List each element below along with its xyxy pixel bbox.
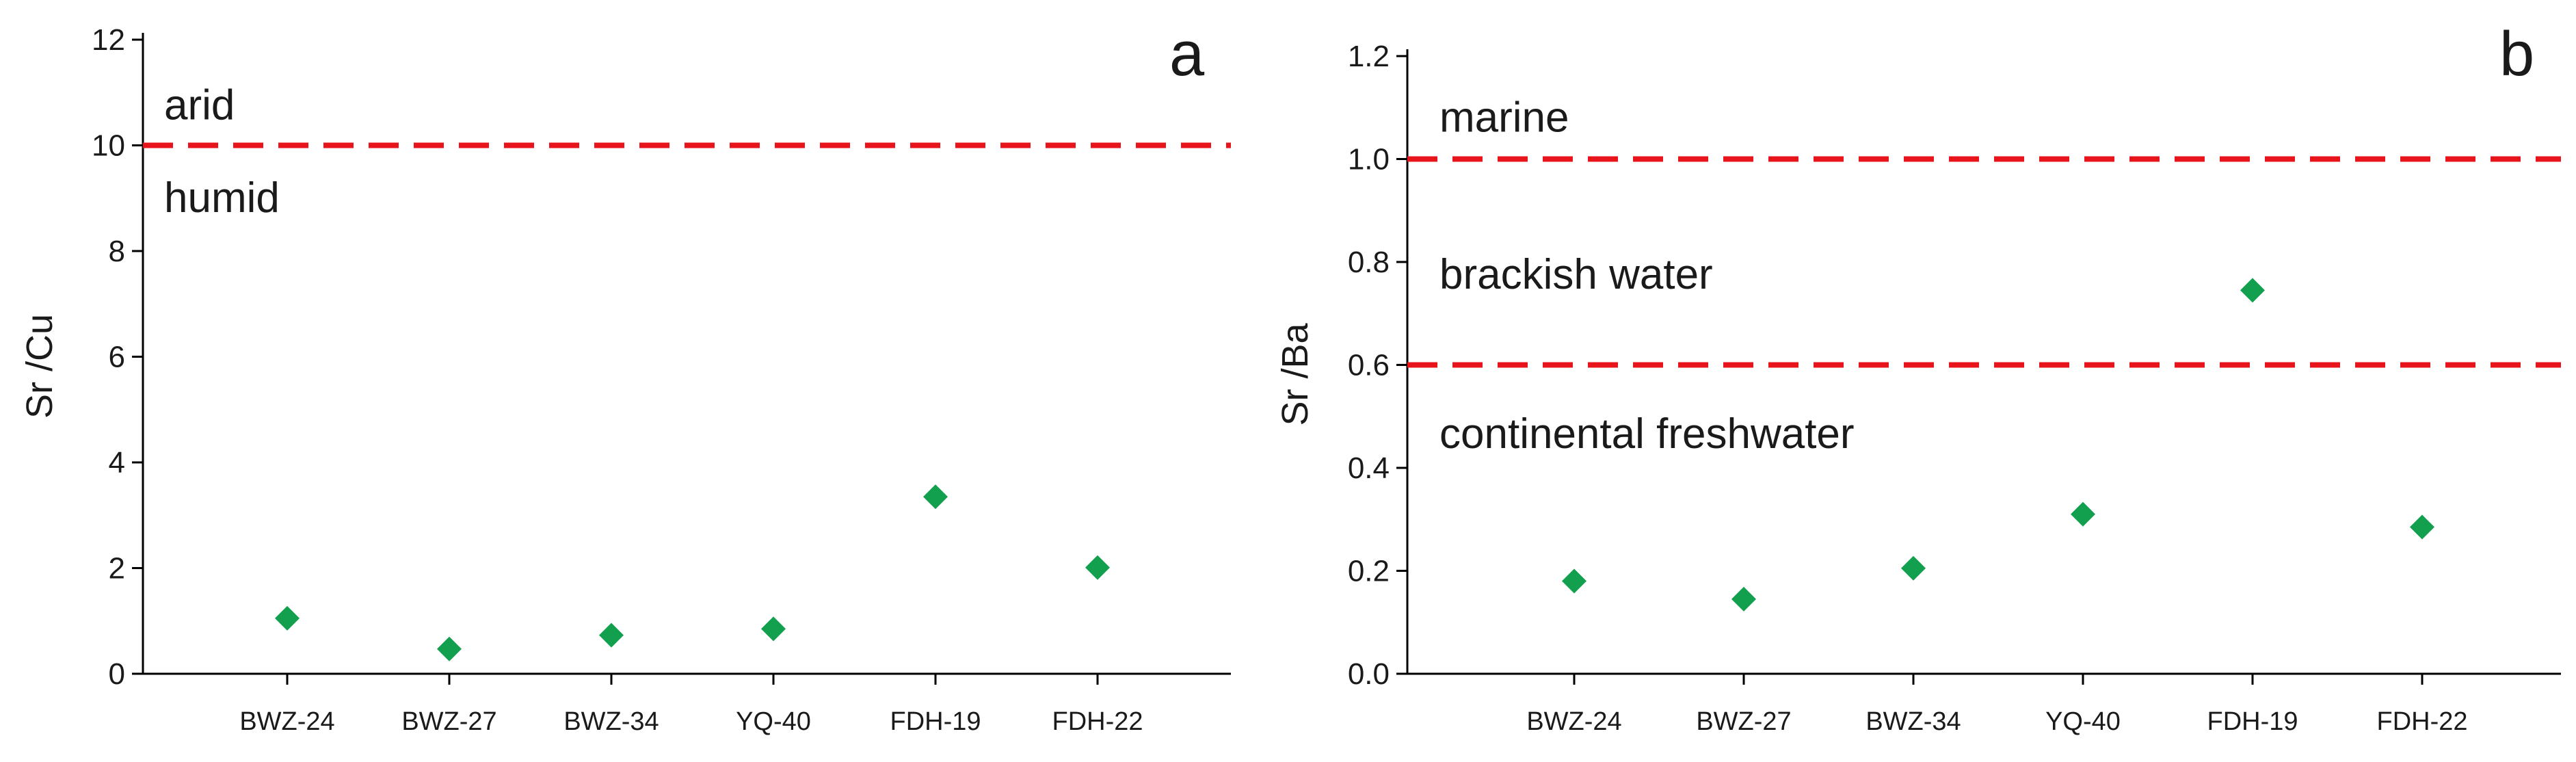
x-category-label: BWZ-27	[1696, 707, 1791, 736]
y-tick-label: 2	[109, 552, 125, 586]
y-tick-label: 12	[92, 23, 125, 57]
chart-panel-b: 0.0 0.2 0.4 0.6 0.8 1.0 1.2 Sr /Ba marine brackis…	[1275, 19, 2561, 736]
data-point	[2071, 501, 2095, 527]
y-tick-label: 0.8	[1348, 246, 1390, 279]
region-label: arid	[164, 82, 235, 129]
data-point	[275, 605, 300, 631]
x-category-label: BWZ-34	[1865, 707, 1961, 736]
panel-label: b	[2499, 19, 2534, 89]
data-point	[761, 616, 786, 642]
y-tick-label: 6	[109, 341, 125, 374]
data-point	[923, 484, 948, 510]
x-category-label: BWZ-24	[1526, 707, 1621, 736]
data-point	[1562, 568, 1586, 594]
x-category-label: BWZ-27	[401, 707, 496, 736]
y-tick-label: 1.2	[1348, 40, 1390, 73]
y-tick-label: 4	[109, 446, 125, 479]
data-point	[2240, 278, 2265, 303]
region-label: continental freshwater	[1439, 410, 1855, 458]
data-point	[1901, 555, 1926, 581]
y-tick-label: 10	[92, 129, 125, 163]
y-axis-label: Sr /Cu	[19, 314, 60, 419]
x-category-label: BWZ-24	[239, 707, 334, 736]
data-point	[437, 636, 462, 661]
region-label: marine	[1439, 94, 1569, 141]
x-category-label: BWZ-34	[563, 707, 659, 736]
data-point	[1085, 555, 1110, 580]
x-category-label: YQ-40	[2045, 707, 2121, 736]
x-category-label: FDH-19	[2207, 707, 2298, 736]
y-tick-label: 0.2	[1348, 555, 1390, 588]
y-tick-label: 0.4	[1348, 451, 1390, 485]
x-category-label: FDH-22	[2376, 707, 2467, 736]
y-tick-label: 0.6	[1348, 349, 1390, 382]
data-point	[599, 622, 624, 648]
data-point	[1731, 586, 1756, 612]
x-category-label: YQ-40	[736, 707, 811, 736]
chart-panel-a: 0 2 4 6 8 10 12 Sr /Cu arid humid a BWZ-24 BWZ-27 BWZ…	[19, 19, 1231, 736]
y-tick-label: 8	[109, 235, 125, 268]
y-tick-label: 0.0	[1348, 657, 1390, 691]
x-category-label: FDH-19	[890, 707, 981, 736]
y-tick-label: 1.0	[1348, 143, 1390, 176]
panel-label: a	[1169, 19, 1205, 89]
x-category-label: FDH-22	[1052, 707, 1143, 736]
region-label: brackish water	[1439, 251, 1713, 298]
y-axis-label: Sr /Ba	[1275, 323, 1316, 426]
region-label: humid	[164, 174, 280, 222]
data-point	[2410, 514, 2434, 540]
y-tick-label: 0	[109, 657, 125, 691]
